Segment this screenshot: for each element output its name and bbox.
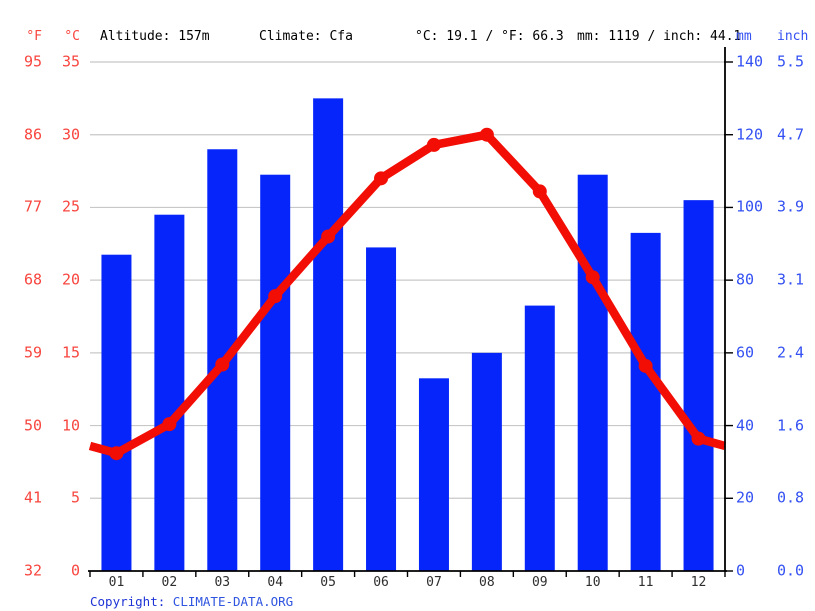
fahrenheit-tick-label: 95 — [23, 52, 42, 71]
precipitation-bar-01 — [101, 254, 132, 571]
temperature-point-10 — [585, 270, 600, 285]
temperature-point-04 — [268, 289, 283, 304]
mm-tick-label: 40 — [736, 416, 755, 435]
fahrenheit-tick-label: 86 — [23, 125, 42, 144]
climate-classification-text: Climate: Cfa — [259, 29, 353, 44]
inch-tick-label: 4.7 — [777, 125, 805, 144]
precipitation-bar-08 — [471, 352, 502, 571]
fahrenheit-tick-label: 68 — [23, 270, 42, 289]
precipitation-bar-04 — [260, 174, 291, 571]
x-axis-month-label-02: 02 — [161, 575, 178, 590]
mm-tick-label: 60 — [736, 343, 755, 362]
inch-tick-label: 3.9 — [777, 197, 805, 216]
temperature-point-01 — [109, 446, 124, 461]
temperature-point-03 — [215, 357, 230, 372]
celsius-tick-label: 25 — [61, 197, 80, 216]
precipitation-bar-12 — [683, 200, 714, 571]
celsius-tick-label: 10 — [61, 416, 80, 435]
mm-tick-label: 80 — [736, 270, 755, 289]
fahrenheit-tick-label: 41 — [23, 488, 42, 507]
inch-tick-label: 0.0 — [777, 561, 805, 580]
precipitation-bar-10 — [577, 174, 608, 571]
x-axis-month-label-03: 03 — [214, 575, 231, 590]
celsius-tick-label: 35 — [61, 52, 80, 71]
fahrenheit-tick-label: 77 — [23, 197, 42, 216]
celsius-tick-label: 15 — [61, 343, 80, 362]
mm-tick-label: 20 — [736, 488, 755, 507]
celsius-tick-label: 30 — [61, 125, 80, 144]
x-axis-month-label-12: 12 — [690, 575, 707, 590]
x-axis-month-label-10: 10 — [584, 575, 601, 590]
x-axis-month-label-01: 01 — [108, 575, 125, 590]
inch-tick-label: 1.6 — [777, 416, 805, 435]
temperature-point-05 — [321, 229, 336, 244]
climate-data-org-link[interactable]: CLIMATE-DATA.ORG — [172, 594, 294, 609]
precipitation-bar-06 — [366, 247, 397, 571]
temperature-point-06 — [374, 171, 389, 186]
x-axis-month-label-07: 07 — [426, 575, 442, 590]
fahrenheit-tick-label: 59 — [23, 343, 42, 362]
x-axis-month-label-08: 08 — [479, 575, 495, 590]
celsius-tick-label: 0 — [70, 561, 80, 580]
temperature-point-07 — [426, 137, 441, 152]
temperature-point-08 — [479, 127, 494, 142]
celsius-tick-label: 5 — [70, 488, 80, 507]
x-axis-month-label-09: 09 — [531, 575, 548, 590]
inch-tick-label: 5.5 — [777, 52, 805, 71]
celsius-axis-title: °C — [64, 29, 80, 44]
inch-tick-label: 3.1 — [777, 270, 805, 289]
precipitation-bar-07 — [418, 378, 449, 571]
temperature-point-09 — [532, 184, 547, 199]
precipitation-bar-02 — [154, 214, 185, 571]
celsius-tick-label: 20 — [61, 270, 80, 289]
inch-tick-label: 0.8 — [777, 488, 805, 507]
altitude-text: Altitude: 157m — [100, 29, 210, 44]
x-axis-month-label-04: 04 — [267, 575, 284, 590]
fahrenheit-tick-label: 32 — [23, 561, 42, 580]
mm-tick-label: 120 — [736, 125, 764, 144]
temperature-line — [88, 130, 727, 458]
temperature-point-02 — [162, 417, 177, 432]
inch-axis-title: inch — [777, 29, 809, 44]
x-axis-month-label-11: 11 — [637, 575, 654, 590]
copyright-label: Copyright: — [90, 594, 173, 609]
temperature-point-11 — [638, 358, 653, 373]
mean-temperature-text: °C: 19.1 / °F: 66.3 — [415, 29, 564, 44]
copyright-line: Copyright: CLIMATE-DATA.ORG — [90, 594, 293, 609]
inch-tick-label: 2.4 — [777, 343, 805, 362]
temperature-point-12 — [691, 431, 706, 446]
x-axis-month-label-05: 05 — [320, 575, 336, 590]
precipitation-bar-11 — [630, 232, 661, 571]
precipitation-bar-09 — [524, 305, 555, 571]
mm-tick-label: 0 — [736, 561, 746, 580]
precipitation-bar-05 — [313, 98, 344, 571]
annual-precipitation-text: mm: 1119 / inch: 44.1 — [577, 29, 742, 44]
mm-axis-title: mm — [736, 29, 752, 44]
fahrenheit-axis-title: °F — [26, 29, 42, 44]
fahrenheit-tick-label: 50 — [23, 416, 42, 435]
x-axis-month-label-06: 06 — [373, 575, 389, 590]
mm-tick-label: 100 — [736, 197, 764, 216]
mm-tick-label: 140 — [736, 52, 764, 71]
